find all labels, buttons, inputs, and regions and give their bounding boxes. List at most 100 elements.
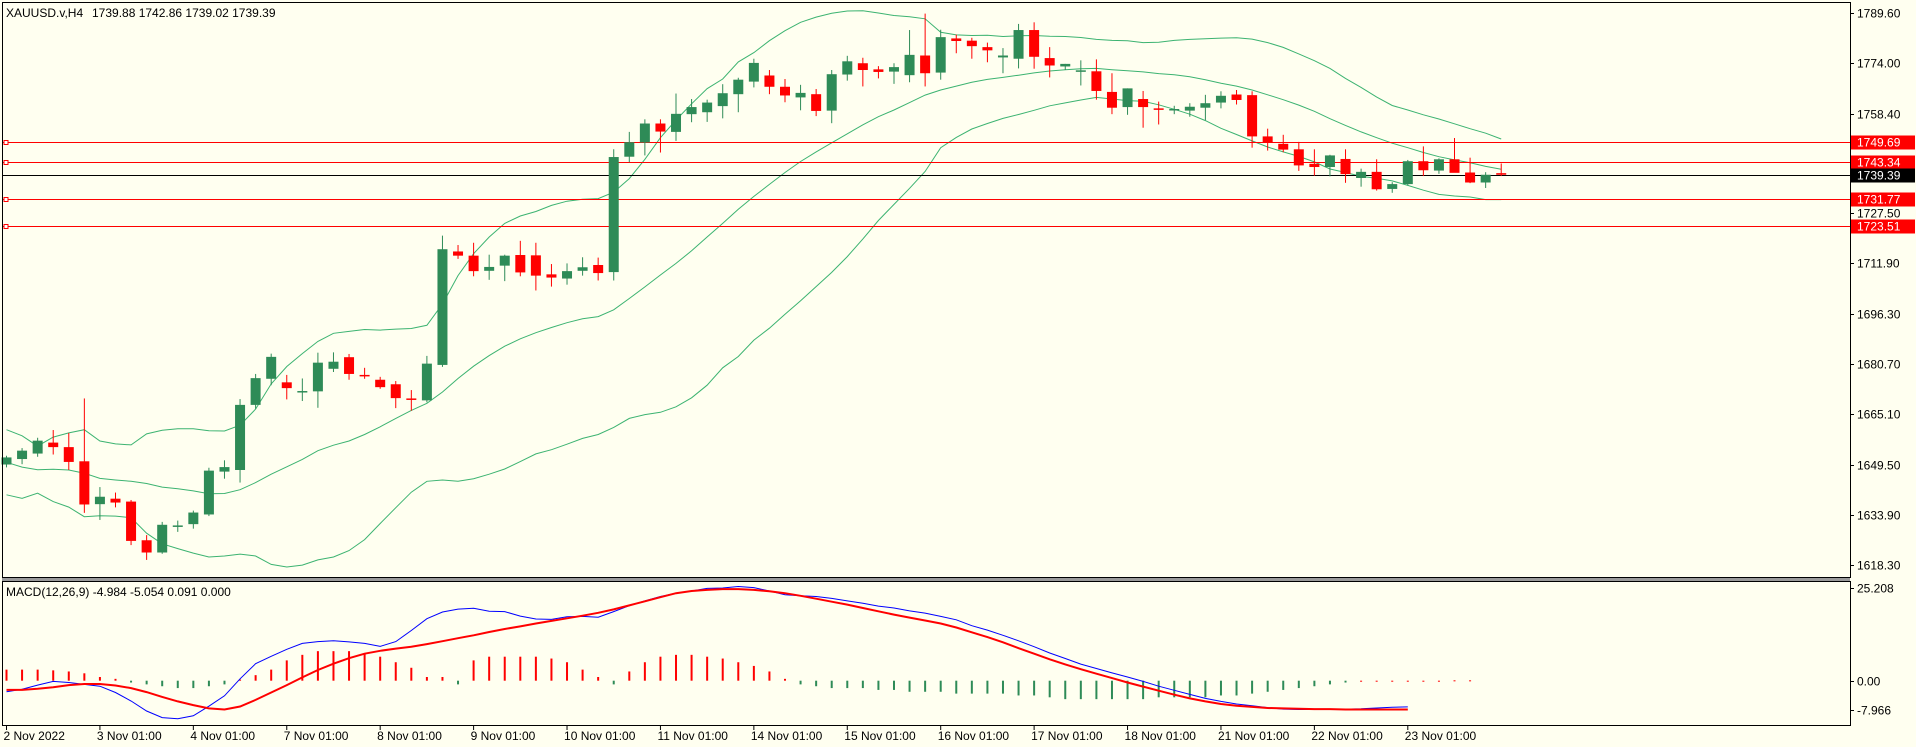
ohlc-readout: 1739.88 1742.86 1739.02 1739.39 xyxy=(92,6,276,20)
candle-bull xyxy=(1480,174,1491,183)
price-tick-label: 1727.50 xyxy=(1857,207,1901,221)
candle-bull xyxy=(1075,70,1086,72)
candle-bull xyxy=(32,440,43,454)
macd-histogram-bar xyxy=(1142,680,1145,700)
level-price-label: 1723.51 xyxy=(1857,220,1901,234)
macd-histogram-bar xyxy=(815,680,818,687)
macd-histogram-bar xyxy=(130,680,133,683)
macd-histogram-bar xyxy=(1017,680,1020,696)
macd-line xyxy=(6,585,1408,720)
macd-histogram-bar xyxy=(1344,680,1347,683)
candle-bear xyxy=(1247,95,1258,137)
candle-bull xyxy=(1215,95,1226,103)
candle-bear xyxy=(1044,58,1055,66)
candle-bull xyxy=(1387,184,1398,189)
macd-histogram-bar xyxy=(1297,680,1300,689)
candle-bull xyxy=(499,255,510,266)
panel-frames xyxy=(2,2,1851,726)
price-tick-label: 1789.60 xyxy=(1857,7,1901,21)
candle-bear xyxy=(1262,136,1273,143)
macd-histogram-bar xyxy=(83,673,86,681)
macd-histogram-bar xyxy=(908,680,911,692)
candle-bear xyxy=(468,255,479,272)
macd-histogram-bar xyxy=(846,680,849,689)
macd-histogram-bar xyxy=(1079,680,1082,700)
macd-histogram-bar xyxy=(784,678,786,681)
candle-bull xyxy=(748,62,759,82)
candle-bull xyxy=(997,55,1008,58)
candle-bear xyxy=(359,374,370,377)
candle-bull xyxy=(842,61,853,75)
macd-panel-frame xyxy=(2,581,1851,726)
candle-bear xyxy=(1231,94,1242,100)
current-price-label: 1739.39 xyxy=(1857,169,1901,183)
macd-histogram-bar xyxy=(254,675,257,681)
macd-histogram-bar xyxy=(301,654,304,681)
macd-histogram-bar xyxy=(488,656,491,681)
candle-bear xyxy=(79,461,90,505)
candle-bear xyxy=(780,86,790,96)
candle-bull xyxy=(250,378,261,405)
candle-bull xyxy=(1184,106,1195,111)
candles xyxy=(1,13,1507,560)
macd-histogram-bar xyxy=(597,677,600,681)
time-tick-label: 16 Nov 01:00 xyxy=(938,729,1010,743)
level-anchor xyxy=(3,197,9,202)
candle-bull xyxy=(624,142,635,157)
time-tick-label: 23 Nov 01:00 xyxy=(1405,729,1477,743)
level-price-label-bg xyxy=(1851,192,1915,207)
candle-bear xyxy=(1091,71,1102,91)
macd-histogram-bar xyxy=(1282,680,1285,690)
price-tick-label: 1633.90 xyxy=(1857,509,1901,523)
price-tick-label: 1758.40 xyxy=(1857,108,1901,122)
candle-bear xyxy=(281,382,292,389)
macd-histogram-bar xyxy=(1235,680,1238,696)
candle-bear xyxy=(1106,91,1117,108)
candle-bull xyxy=(297,391,308,393)
candle-bear xyxy=(1465,172,1476,183)
bollinger-middle-band xyxy=(6,67,1502,495)
candle-bull xyxy=(702,102,713,113)
macd-histogram-bar xyxy=(861,680,864,689)
time-tick-label: 15 Nov 01:00 xyxy=(844,729,916,743)
current-price-label-bg xyxy=(1851,168,1915,183)
macd-histogram-bar xyxy=(348,651,351,681)
price-tick-label: 1696.30 xyxy=(1857,308,1901,322)
macd-histogram-bar xyxy=(706,656,709,681)
candle-bull xyxy=(17,450,28,460)
candle-bull xyxy=(1433,159,1444,171)
candle-bear xyxy=(1371,171,1382,190)
macd-histogram-bar xyxy=(877,680,880,690)
candle-bull xyxy=(1402,161,1413,185)
candle-bull xyxy=(188,512,199,525)
candle-bull xyxy=(935,37,946,73)
candle-bull xyxy=(312,362,323,392)
macd-histogram-bar xyxy=(1219,680,1222,696)
candle-bear xyxy=(546,274,557,278)
candle-bull xyxy=(484,266,495,271)
candle-bear xyxy=(1293,149,1304,166)
macd-histogram-bar xyxy=(472,660,475,681)
candle-bull xyxy=(172,525,183,527)
candle-bull xyxy=(421,363,432,401)
macd-histogram-bar xyxy=(1095,680,1098,700)
time-tick-label: 17 Nov 01:00 xyxy=(1031,729,1103,743)
macd-histogram-bar xyxy=(581,669,584,681)
candle-bear xyxy=(126,501,137,541)
level-labels: 1749.69 1743.34 1731.77 1723.51 1739.39 xyxy=(1851,135,1915,234)
candle-bear xyxy=(1029,30,1040,57)
candle-bear xyxy=(951,38,962,41)
candle-bull xyxy=(888,67,899,72)
signal-line xyxy=(6,588,1408,711)
macd-histogram-bar xyxy=(1110,680,1113,700)
time-tick-label: 22 Nov 01:00 xyxy=(1311,729,1383,743)
candle-bull xyxy=(686,107,697,115)
symbol-title: XAUUSD.v,H4 xyxy=(6,6,83,20)
macd-histogram-bar xyxy=(363,653,366,681)
macd-histogram-bar xyxy=(145,680,148,685)
macd-histogram-bar xyxy=(737,662,740,681)
panel-separator xyxy=(2,578,1850,581)
candle-bear xyxy=(530,255,541,276)
